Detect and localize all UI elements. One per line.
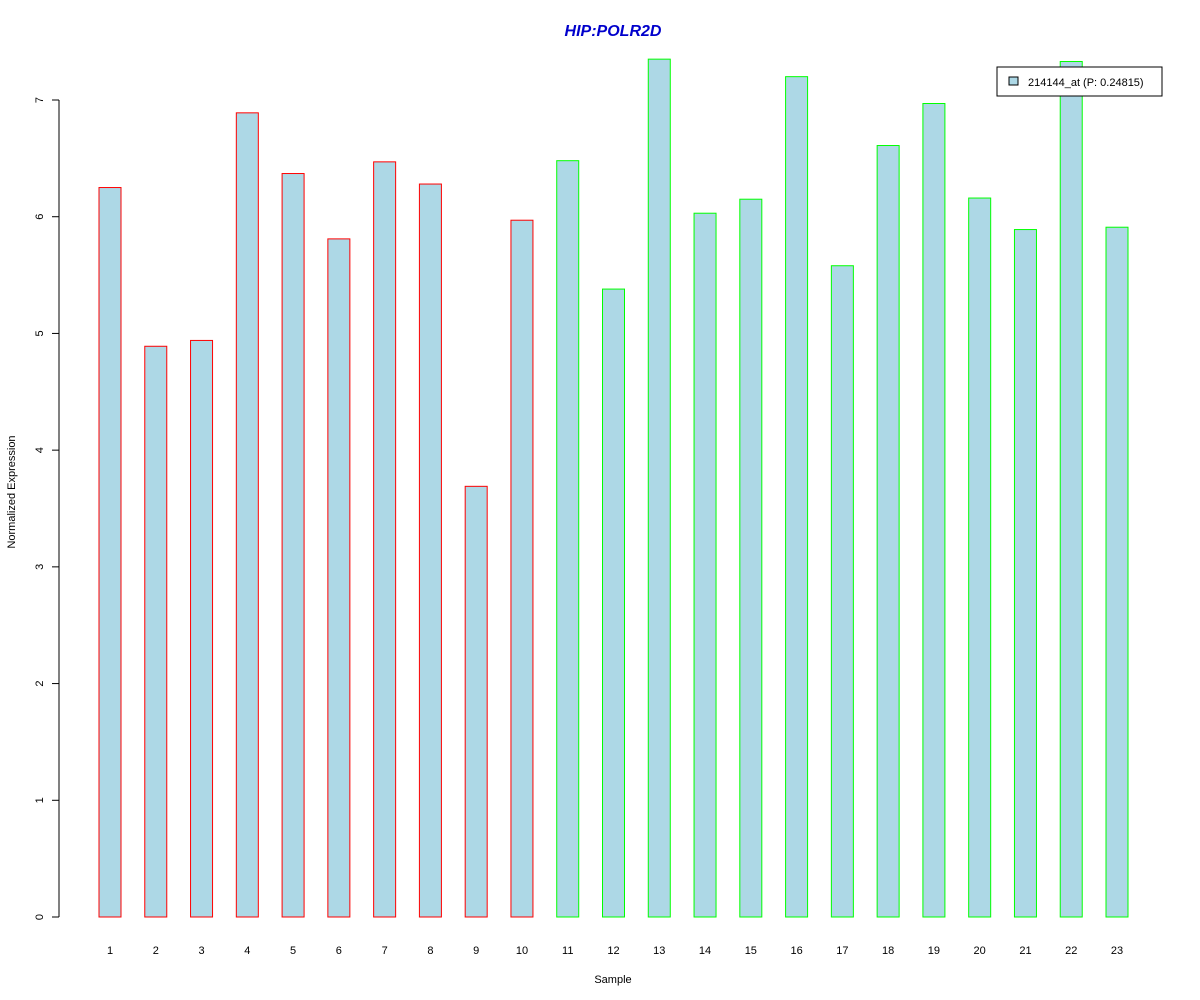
legend-box	[996, 66, 1163, 97]
bar	[647, 58, 671, 918]
x-tick-label: 17	[836, 945, 848, 957]
x-tick-label: 13	[653, 945, 665, 957]
y-tick-label: 0	[34, 914, 46, 920]
x-tick-label: 14	[699, 945, 711, 957]
bar	[785, 76, 809, 918]
bar	[190, 339, 214, 918]
bar	[144, 345, 168, 918]
x-tick-label: 21	[1019, 945, 1031, 957]
bar	[1059, 60, 1083, 918]
y-tick-label: 6	[34, 214, 46, 220]
x-tick-label: 4	[244, 945, 250, 957]
bar	[739, 198, 763, 918]
bars	[98, 58, 1129, 918]
bar	[876, 145, 900, 918]
bar	[418, 183, 442, 918]
bar	[510, 219, 534, 918]
x-tick-label: 12	[607, 945, 619, 957]
bar	[602, 288, 625, 918]
y-tick-label: 2	[34, 681, 46, 687]
bar	[1013, 229, 1037, 918]
x-tick-label: 9	[473, 945, 479, 957]
bar	[464, 485, 488, 918]
x-tick-label: 3	[198, 945, 204, 957]
x-tick-label: 1	[107, 945, 113, 957]
y-tick-label: 3	[34, 564, 46, 570]
bar	[1105, 226, 1129, 918]
bar	[556, 160, 580, 918]
x-axis-label: Sample	[594, 974, 631, 986]
bar	[830, 265, 854, 918]
legend: 214144_at (P: 0.24815)	[996, 66, 1163, 97]
x-tick-label: 11	[562, 945, 573, 957]
x-tick-label: 8	[427, 945, 433, 957]
x-tick-labels: 1 2 3 4 5 6 7 8 9 10 11 12 13 14 15 16 17 18 19 20 21 22 23	[107, 945, 1123, 957]
y-axis-label: Normalized Expression	[6, 435, 18, 548]
bar	[373, 161, 397, 918]
bar	[327, 238, 351, 918]
x-tick-label: 5	[290, 945, 296, 957]
bar	[922, 103, 946, 918]
y-tick-label: 1	[34, 797, 46, 803]
legend-label: 214144_at (P: 0.24815)	[1028, 77, 1144, 89]
bar	[235, 112, 259, 918]
bar	[281, 173, 305, 918]
x-tick-label: 2	[153, 945, 159, 957]
x-tick-label: 19	[928, 945, 940, 957]
x-tick-label: 15	[745, 945, 757, 957]
y-tick-label: 7	[34, 97, 46, 103]
y-tick-label: 4	[34, 447, 46, 453]
legend-swatch	[1008, 76, 1019, 86]
chart-title: HIP:POLR2D	[565, 23, 662, 40]
bar	[693, 212, 717, 918]
x-tick-label: 23	[1111, 945, 1123, 957]
x-tick-label: 20	[974, 945, 986, 957]
x-tick-label: 7	[382, 945, 388, 957]
bar	[98, 187, 122, 918]
x-tick-label: 10	[516, 945, 528, 957]
x-tick-label: 6	[336, 945, 342, 957]
x-tick-label: 18	[882, 945, 894, 957]
x-tick-label: 16	[790, 945, 802, 957]
x-tick-label: 22	[1065, 945, 1077, 957]
y-tick-label: 5	[34, 330, 46, 336]
bar	[968, 197, 992, 918]
y-axis: 0 1 2 3 4 5 6 7	[34, 97, 60, 920]
